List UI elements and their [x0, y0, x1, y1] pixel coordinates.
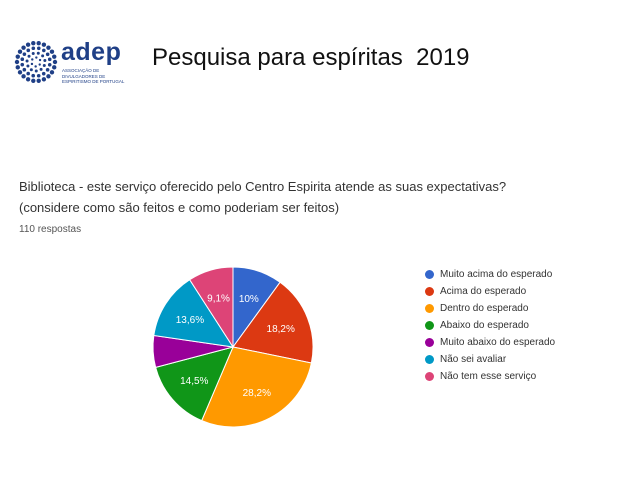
- legend-swatch-icon: [425, 321, 434, 330]
- pie-chart: 10% 18,2% 28,2% 14,5% 13,6%9,1%: [152, 266, 314, 428]
- pie-slice-3: [201, 346, 312, 428]
- survey-question-line-1: Biblioteca - este serviço oferecido pelo…: [19, 179, 507, 194]
- survey-question: Biblioteca - este serviço oferecido pelo…: [19, 176, 619, 218]
- pie-slice-label-7: 9,1%: [207, 293, 230, 304]
- pie-slice-6: [153, 279, 235, 348]
- slide-title: Pesquisa para espíritas 2019: [152, 44, 470, 71]
- survey-question-line-2: (considere como são feitos e como poderi…: [19, 200, 340, 215]
- legend-item-7: Não tem esse serviço: [425, 368, 555, 385]
- legend-label: Não tem esse serviço: [440, 371, 537, 382]
- legend-swatch-icon: [425, 338, 434, 347]
- pie-slice-2: [232, 281, 314, 364]
- pie-slice-label-2: 18,2%: [267, 324, 295, 335]
- legend-item-2: Acima do esperado: [425, 283, 555, 300]
- legend-item-4: Abaixo do esperado: [425, 317, 555, 334]
- pie-slice-label-4: 14,5%: [180, 376, 208, 387]
- legend-swatch-icon: [425, 270, 434, 279]
- pie-slice-7: [189, 266, 234, 349]
- legend-label: Abaixo do esperado: [440, 320, 529, 331]
- logo-wordmark: adep: [61, 38, 122, 66]
- pie-slice-4: [155, 346, 234, 422]
- legend-swatch-icon: [425, 287, 434, 296]
- legend-item-3: Dentro do esperado: [425, 300, 555, 317]
- legend-label: Dentro do esperado: [440, 303, 529, 314]
- legend-swatch-icon: [425, 355, 434, 364]
- legend-label: Muito abaixo do esperado: [440, 337, 556, 348]
- chart-legend: Muito acima do esperado Acima do esperado…: [425, 266, 555, 385]
- legend-label: Muito acima do esperado: [440, 269, 553, 280]
- legend-item-1: Muito acima do esperado: [425, 266, 555, 283]
- legend-swatch-icon: [425, 372, 434, 381]
- legend-swatch-icon: [425, 304, 434, 313]
- pie-slice-label-6: 13,6%: [176, 315, 204, 326]
- legend-label: Acima do esperado: [440, 286, 527, 297]
- legend-label: Não sei avaliar: [440, 354, 507, 365]
- pie-slice-label-1: 10%: [239, 294, 259, 305]
- logo-subtitle: Associação de Divulgadores de Espiritism…: [62, 68, 125, 84]
- legend-item-6: Não sei avaliar: [425, 351, 555, 368]
- adep-logo: adep Associação de Divulgadores de Espir…: [14, 38, 124, 86]
- dotted-circle-logo-icon: [14, 40, 58, 84]
- pie-slice-label-3: 28,2%: [243, 388, 271, 399]
- response-count: 110 respostas: [19, 224, 82, 235]
- legend-item-5: Muito abaixo do esperado: [425, 334, 555, 351]
